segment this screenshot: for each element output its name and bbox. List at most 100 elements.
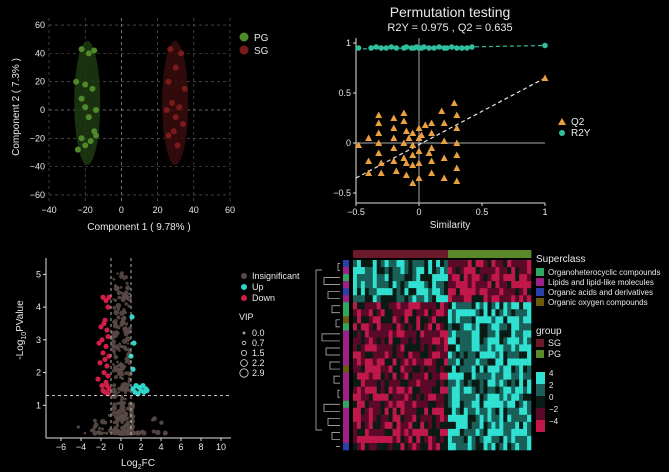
- heat-group-cell: [523, 250, 528, 258]
- heat-cell: [368, 365, 374, 373]
- heat-cell: [523, 351, 528, 359]
- heat-cell: [412, 337, 417, 345]
- heat-cell: [455, 260, 461, 268]
- heat-cell: [380, 358, 385, 366]
- heat-cell: [372, 309, 378, 317]
- heat-group-cell: [491, 250, 496, 258]
- volc-point-insignificant: [116, 315, 121, 320]
- heat-cell: [392, 302, 397, 310]
- heat-cell: [467, 337, 472, 345]
- heat-cell: [396, 309, 401, 317]
- heat-cell: [412, 330, 417, 338]
- heat-cell: [404, 330, 409, 338]
- heat-cell: [424, 337, 429, 345]
- heat-cell: [408, 288, 413, 296]
- heat-group-cell: [416, 250, 421, 258]
- heat-cell: [420, 365, 425, 373]
- heat-cell: [384, 281, 389, 289]
- heat-cell: [356, 274, 362, 282]
- heat-dendrogram-branch: [337, 389, 340, 398]
- heat-cell: [483, 358, 488, 366]
- heat-cell: [436, 407, 441, 416]
- heat-cell: [420, 351, 425, 359]
- heat-cell: [459, 358, 465, 366]
- heat-cell: [388, 281, 393, 289]
- heat-cell: [487, 323, 492, 331]
- heat-cell: [408, 344, 413, 352]
- heat-cell: [440, 323, 445, 331]
- heat-cell: [451, 330, 457, 338]
- heat-cell: [364, 316, 370, 324]
- heat-superclass-swatch: [536, 288, 544, 296]
- volc-point-insignificant: [124, 275, 128, 280]
- heat-cell: [519, 365, 524, 373]
- heat-dendrogram-branch: [327, 291, 340, 300]
- heat-cell: [463, 295, 469, 303]
- heat-cell: [400, 393, 405, 402]
- heat-cell: [503, 260, 508, 268]
- heat-cell: [392, 316, 397, 324]
- heat-cell: [527, 393, 532, 402]
- heat-cell: [459, 386, 465, 395]
- heat-cell: [495, 267, 500, 275]
- heat-cell: [372, 379, 378, 387]
- perm-point: [542, 42, 548, 49]
- heat-cell: [424, 379, 429, 387]
- volc-point-insignificant: [116, 290, 122, 296]
- heat-cell: [503, 421, 508, 430]
- pca-xtick: 40: [189, 205, 199, 215]
- heat-cell: [451, 323, 457, 331]
- heat-cell: [467, 372, 472, 380]
- heat-cell: [487, 435, 492, 444]
- heat-group-cell: [487, 250, 492, 258]
- heat-cell: [519, 267, 524, 275]
- heat-cell: [499, 309, 504, 317]
- heat-group-cell: [376, 250, 382, 258]
- heat-cell: [471, 295, 476, 303]
- heat-cell: [420, 400, 425, 409]
- heat-cell: [455, 386, 461, 395]
- heat-cell: [420, 442, 425, 451]
- heat-cell: [420, 281, 425, 289]
- heat-group-cell: [443, 250, 449, 258]
- volc-size-label: 2.2: [252, 358, 265, 368]
- heat-cell: [424, 442, 429, 451]
- heat-cell: [451, 302, 457, 310]
- volc-legend-marker: [241, 284, 247, 290]
- heat-cell: [432, 351, 437, 359]
- heat-cell: [428, 386, 433, 395]
- volc-point-insignificant: [123, 391, 127, 395]
- heat-cell: [455, 344, 461, 352]
- heat-cell: [515, 323, 520, 331]
- heat-cell: [475, 337, 480, 345]
- heat-cell: [416, 400, 421, 409]
- heat-cell: [487, 421, 492, 430]
- heat-cell: [372, 274, 378, 282]
- heat-cell: [443, 372, 449, 380]
- heat-cell: [483, 302, 488, 310]
- heat-cell: [447, 414, 453, 423]
- heat-cell: [523, 400, 528, 409]
- perm-point: [390, 114, 398, 121]
- heat-cell: [392, 372, 397, 380]
- heat-cell: [428, 428, 433, 437]
- volc-point: [105, 304, 111, 310]
- heat-cell: [463, 365, 469, 373]
- heat-cell: [388, 407, 393, 416]
- heat-cell: [380, 393, 385, 402]
- heat-cell: [396, 421, 401, 430]
- heat-cell: [455, 302, 461, 310]
- heat-cell: [519, 358, 524, 366]
- heat-cell: [436, 260, 441, 268]
- heat-cell: [428, 330, 433, 338]
- heat-cell: [416, 379, 421, 387]
- heat-cell: [380, 428, 385, 437]
- heat-cell: [443, 281, 449, 289]
- heat-group-cell: [479, 250, 484, 258]
- perm-point: [425, 149, 433, 156]
- heat-cell: [519, 435, 524, 444]
- heat-cell: [447, 337, 453, 345]
- heat-cell: [400, 351, 405, 359]
- heat-cell: [447, 281, 453, 289]
- heat-cell: [396, 351, 401, 359]
